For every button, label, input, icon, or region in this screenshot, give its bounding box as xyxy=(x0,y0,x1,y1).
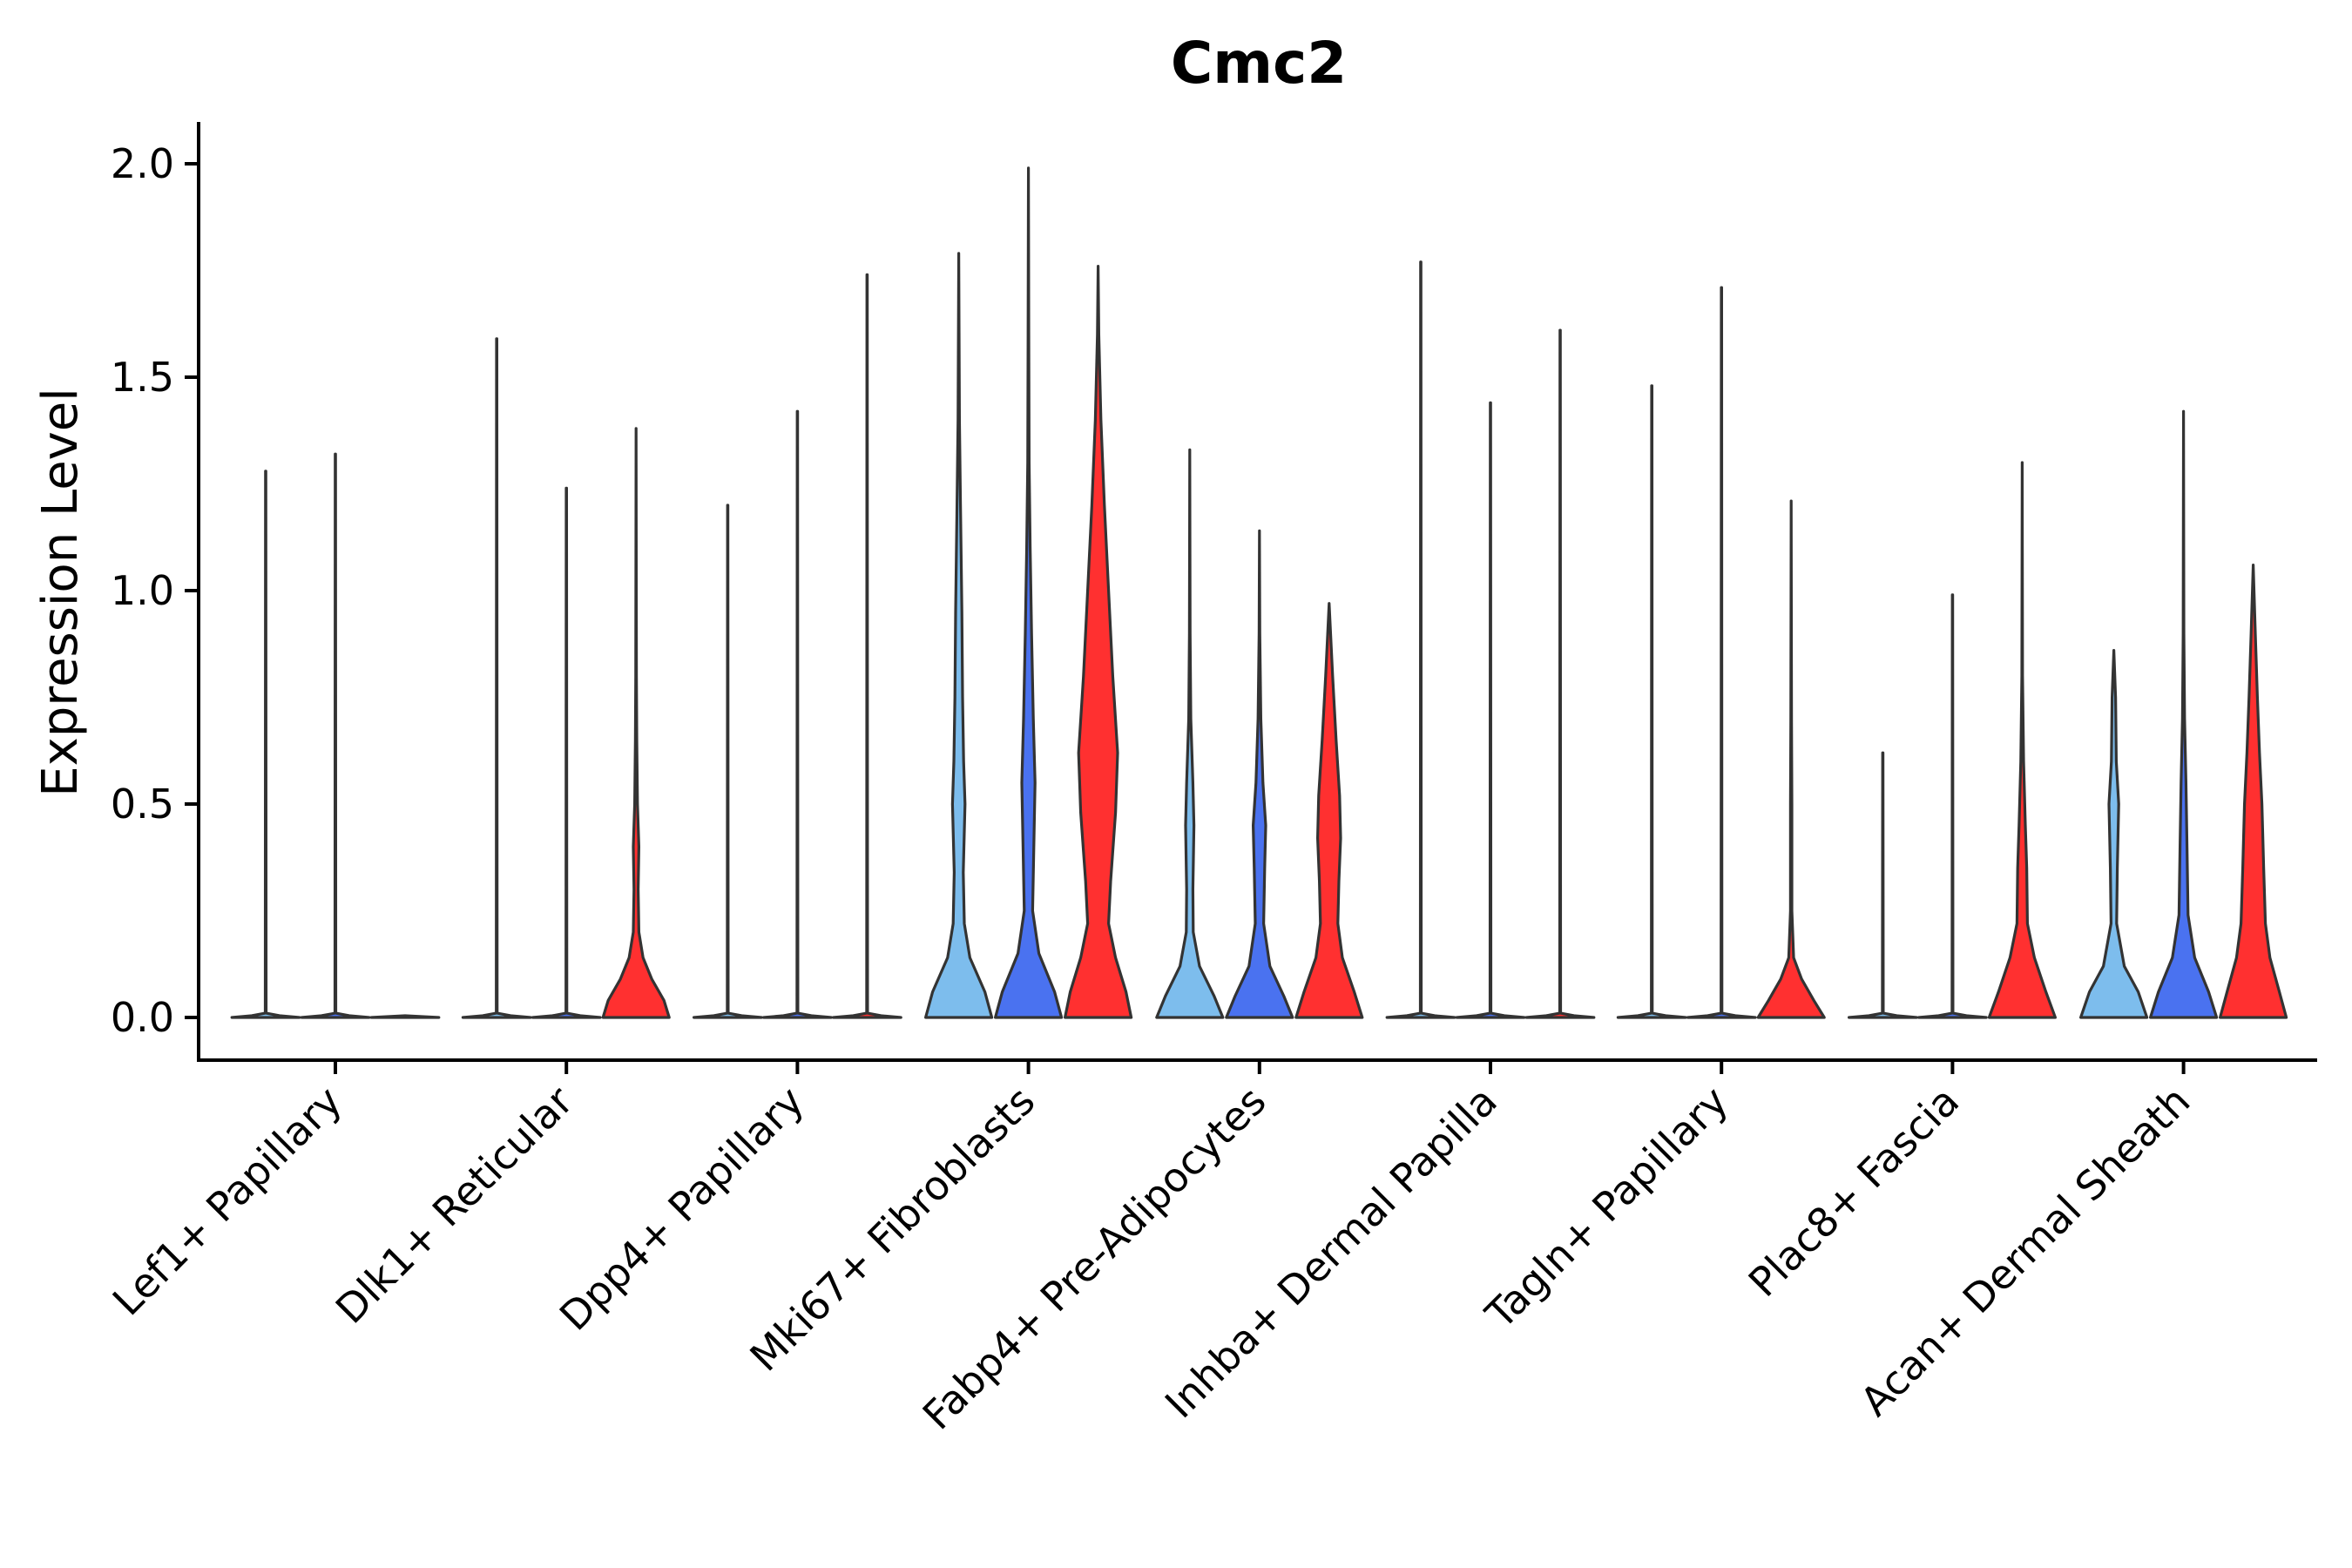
y-tick-label: 2.0 xyxy=(111,140,174,187)
violin-5-1 xyxy=(1155,448,1225,1019)
y-axis: 0.0 0.5 1.0 1.5 2.0 xyxy=(111,122,200,1060)
violin-4-2 xyxy=(994,166,1064,1019)
y-tick-label: 0.5 xyxy=(111,781,174,828)
violin-3-2 xyxy=(762,409,833,1019)
violin-4-1 xyxy=(924,252,994,1019)
violin-2-2 xyxy=(531,486,602,1019)
violin-7-2 xyxy=(1686,286,1757,1019)
violin-6-2 xyxy=(1455,401,1526,1019)
violin-8-3 xyxy=(1987,461,2057,1019)
y-tick-label: 0.0 xyxy=(111,994,174,1041)
violin-layer xyxy=(230,166,2288,1019)
violin-7-3 xyxy=(1756,499,1826,1019)
violin-2-1 xyxy=(461,337,532,1019)
x-tick-label: Dpp4+ Papillary xyxy=(551,1078,813,1340)
violin-7-1 xyxy=(1616,384,1687,1019)
y-tick-label: 1.5 xyxy=(111,354,174,401)
violin-8-2 xyxy=(1917,593,1988,1019)
chart-title: Cmc2 xyxy=(1171,30,1347,97)
violin-3-1 xyxy=(693,504,763,1019)
violin-1-1 xyxy=(230,470,301,1019)
violin-9-3 xyxy=(2219,564,2288,1019)
x-tick-label: Dlk1+ Reticular xyxy=(327,1078,582,1333)
violin-3-3 xyxy=(832,273,902,1019)
y-tick-label: 1.0 xyxy=(111,567,174,614)
x-tick-label: Lef1+ Papillary xyxy=(104,1078,351,1325)
x-tick-label: Tagln+ Papillary xyxy=(1476,1078,1737,1339)
y-axis-title: Expression Level xyxy=(32,388,89,797)
violin-5-3 xyxy=(1294,602,1364,1019)
violin-9-1 xyxy=(2079,649,2149,1019)
violin-2-3 xyxy=(601,427,671,1019)
violin-5-2 xyxy=(1225,529,1294,1019)
violin-1-3 xyxy=(369,1014,441,1019)
violin-9-2 xyxy=(2149,409,2219,1019)
violin-6-1 xyxy=(1385,260,1456,1019)
violin-4-3 xyxy=(1064,265,1133,1019)
violin-1-2 xyxy=(300,452,371,1019)
x-tick-label: Plac8+ Fascia xyxy=(1740,1078,1968,1306)
violin-6-3 xyxy=(1524,328,1596,1019)
violin-8-1 xyxy=(1848,751,1918,1019)
